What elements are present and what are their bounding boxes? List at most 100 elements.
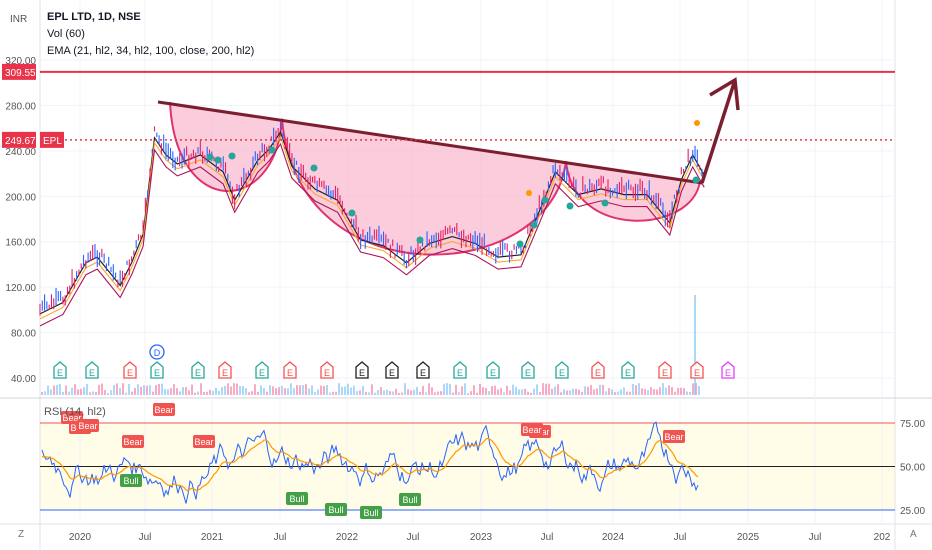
- event-marker-label: E: [259, 368, 265, 378]
- time-tick-label: 2023: [470, 532, 493, 543]
- event-marker-badge: [150, 361, 164, 379]
- rsi-tick-label: 75.00: [900, 419, 925, 430]
- rsi-signal-bull: Bull: [286, 492, 308, 505]
- event-marker-badge: [218, 361, 232, 379]
- rsi-signal-badge: [120, 474, 142, 487]
- rsi-signal-badge: [286, 492, 308, 505]
- rsi-signal-label: Bear: [154, 405, 173, 415]
- event-marker: E: [355, 361, 369, 379]
- rsi-signal-bear: Bear: [663, 430, 685, 443]
- event-marker-label: E: [595, 368, 601, 378]
- event-marker-badge: [658, 361, 672, 379]
- time-tick-label: Jul: [674, 532, 687, 543]
- currency-label[interactable]: INR: [10, 14, 28, 25]
- event-marker-badge: [453, 361, 467, 379]
- signal-dot: [516, 240, 524, 248]
- time-tick-label: 2020: [69, 532, 92, 543]
- event-marker-label: E: [559, 368, 565, 378]
- breakout-arrow-shaft: [700, 79, 737, 184]
- event-marker-badge: [486, 361, 500, 379]
- rsi-signal-label: Bull: [123, 476, 138, 486]
- time-tick-label: 2024: [602, 532, 625, 543]
- event-marker: E: [690, 361, 704, 379]
- rsi-signal-bear: Bear: [122, 435, 144, 448]
- breakout-arrow-head: [709, 77, 740, 111]
- zoom-left-button[interactable]: Z: [18, 529, 25, 540]
- rsi-signal-label: Bear: [78, 421, 97, 431]
- event-marker-label: E: [287, 368, 293, 378]
- rsi-signal-label: Bear: [194, 437, 213, 447]
- event-marker-label: E: [89, 368, 95, 378]
- last-price-tag-text: 249.67: [5, 136, 36, 147]
- symbol-tag-text: EPL: [43, 136, 62, 147]
- spike-dot: [694, 120, 700, 126]
- event-marker-label: E: [625, 368, 631, 378]
- event-marker: E: [721, 361, 735, 379]
- time-tick-label: Jul: [809, 532, 822, 543]
- time-tick-label: Jul: [139, 532, 152, 543]
- event-marker: E: [658, 361, 672, 379]
- signal-dot: [268, 146, 276, 154]
- event-marker-badge: [53, 361, 67, 379]
- event-marker: E: [591, 361, 605, 379]
- signal-dot: [206, 153, 214, 161]
- event-marker: E: [53, 361, 67, 379]
- rsi-legend[interactable]: RSI (14, hl2): [44, 406, 106, 418]
- dividend-marker: [149, 344, 165, 360]
- event-marker: E: [385, 361, 399, 379]
- rsi-signal-bull: Bull: [120, 474, 142, 487]
- event-marker-label: E: [662, 368, 668, 378]
- event-marker-badge: [191, 361, 205, 379]
- event-marker-badge: [355, 361, 369, 379]
- time-tick-label: 2022: [336, 532, 359, 543]
- symbol-title[interactable]: EPL LTD, 1D, NSE: [47, 11, 141, 23]
- event-marker-label: E: [324, 368, 330, 378]
- event-marker: E: [621, 361, 635, 379]
- event-marker-badge: [690, 361, 704, 379]
- event-marker-badge: [521, 361, 535, 379]
- ema-legend[interactable]: EMA (21, hl2, 34, hl2, 100, close, 200, …: [47, 45, 255, 57]
- event-marker-badge: [385, 361, 399, 379]
- rsi-signal-badge: [193, 435, 215, 448]
- ema-100-line: [39, 142, 705, 327]
- signal-dot: [692, 176, 700, 184]
- volume-bars: [41, 295, 700, 395]
- rsi-signal-label: Bull: [328, 505, 343, 515]
- rsi-signal-badge: [521, 423, 543, 436]
- rsi-signal-label: Bull: [289, 494, 304, 504]
- event-marker-badge: [85, 361, 99, 379]
- signal-dot: [228, 152, 236, 160]
- axes: 320.00 280.00 240.00 200.00 160.00 120.00 80.0…: [2, 56, 925, 543]
- price-tick-label: 320.00: [5, 56, 36, 67]
- auto-scale-button[interactable]: A: [910, 529, 917, 540]
- signal-dot: [310, 164, 318, 172]
- event-marker-label: E: [694, 368, 700, 378]
- left-cup-fill: [170, 102, 282, 192]
- event-marker: E: [191, 361, 205, 379]
- trendline: [157, 100, 703, 185]
- signal-dot: [541, 196, 549, 204]
- vol-legend[interactable]: Vol (60): [47, 28, 85, 40]
- event-marker: E: [123, 361, 137, 379]
- symbol-tag: EPL: [40, 131, 64, 148]
- price-tick-label: 240.00: [5, 147, 36, 158]
- event-marker-badge: [255, 361, 269, 379]
- main-cup-arc: [281, 118, 567, 256]
- price-tick-label: 160.00: [5, 238, 36, 249]
- rsi-signal-label: Bear: [664, 432, 683, 442]
- rsi-tick-label: 50.00: [900, 463, 925, 474]
- rsi-signal-bear: Bear: [521, 423, 543, 436]
- rsi-signal-label: Bull: [402, 495, 417, 505]
- signal-dot: [348, 209, 356, 217]
- event-marker-badge: [320, 361, 334, 379]
- rsi-signal-bear: Bear: [77, 419, 99, 432]
- rsi-signal-label: Bear: [123, 437, 142, 447]
- rsi-line: [41, 421, 699, 504]
- event-marker-label: E: [222, 368, 228, 378]
- rsi-signal-label: Bear: [62, 413, 81, 423]
- time-tick-label: Jul: [541, 532, 554, 543]
- event-marker: E: [486, 361, 500, 379]
- time-tick-label: Jul: [274, 532, 287, 543]
- event-marker-label: E: [389, 368, 395, 378]
